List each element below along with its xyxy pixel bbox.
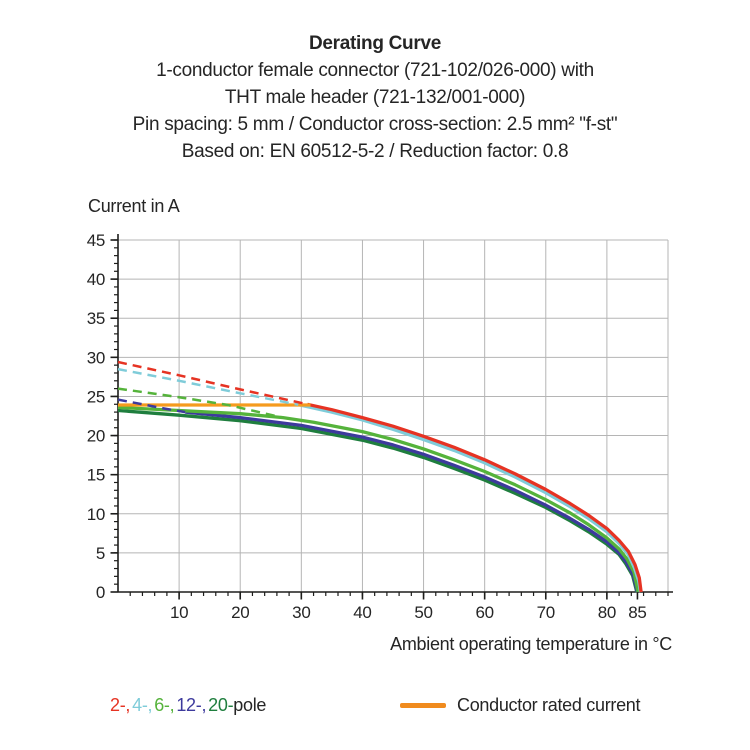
x-tick-label: 70 bbox=[537, 603, 555, 622]
y-tick-label: 30 bbox=[87, 348, 105, 367]
legend-pole-12: 12-, bbox=[176, 695, 207, 715]
legend-pole-counts: 2-, 4-, 6-, 12-, 20-pole bbox=[110, 695, 268, 716]
legend-pole-suffix: pole bbox=[233, 695, 267, 715]
x-tick-label: 20 bbox=[231, 603, 249, 622]
y-tick-label: 35 bbox=[87, 309, 105, 328]
x-tick-label: 40 bbox=[353, 603, 371, 622]
legend-pole-2: 2-, bbox=[110, 695, 131, 715]
x-tick-label: 30 bbox=[292, 603, 310, 622]
title-block: Derating Curve 1-conductor female connec… bbox=[0, 30, 750, 165]
legend: 2-, 4-, 6-, 12-, 20-pole Conductor rated cur… bbox=[0, 695, 750, 725]
chart-subtitle-line-3: Pin spacing: 5 mm / Conductor cross-sect… bbox=[132, 114, 618, 135]
y-tick-label: 40 bbox=[87, 270, 105, 289]
rated-current-line-swatch bbox=[400, 703, 446, 708]
x-tick-label: 80 bbox=[598, 603, 616, 622]
chart-subtitle-line-2: THT male header (721-132/001-000) bbox=[224, 87, 526, 108]
chart-subtitle-line-1: 1-conductor female connector (721-102/02… bbox=[156, 60, 594, 81]
x-tick-label: 10 bbox=[170, 603, 188, 622]
x-axis-title: Ambient operating temperature in °C bbox=[390, 634, 672, 654]
y-tick-label: 10 bbox=[87, 505, 105, 524]
y-tick-label: 0 bbox=[96, 583, 105, 602]
y-tick-label: 20 bbox=[87, 427, 105, 446]
x-tick-label: 85 bbox=[628, 603, 646, 622]
legend-pole-20: 20- bbox=[208, 695, 234, 715]
y-tick-label: 25 bbox=[87, 387, 105, 406]
legend-rated-current: Conductor rated current bbox=[400, 695, 641, 716]
x-tick-label: 60 bbox=[476, 603, 494, 622]
y-tick-label: 45 bbox=[87, 231, 105, 250]
chart-title: Derating Curve bbox=[308, 33, 441, 54]
y-tick-label: 15 bbox=[87, 466, 105, 485]
legend-pole-6: 6-, bbox=[154, 695, 175, 715]
x-tick-label: 50 bbox=[414, 603, 432, 622]
chart-subtitle-line-4: Based on: EN 60512-5-2 / Reduction facto… bbox=[181, 141, 569, 162]
rated-current-label: Conductor rated current bbox=[457, 695, 641, 715]
legend-pole-4: 4-, bbox=[132, 695, 153, 715]
y-tick-label: 5 bbox=[96, 544, 105, 563]
y-axis-title: Current in A bbox=[88, 196, 180, 216]
